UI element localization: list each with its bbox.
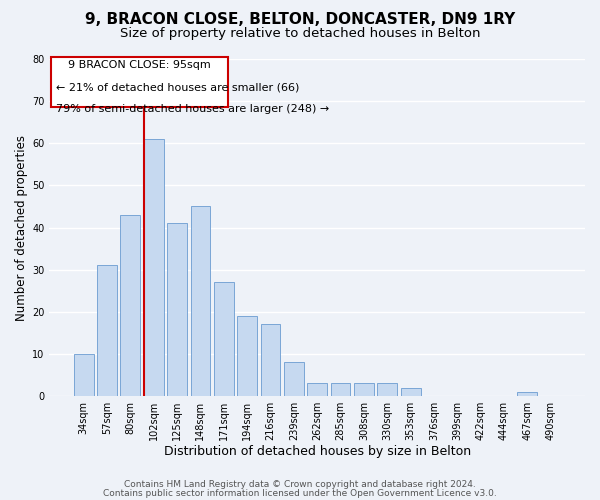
Bar bbox=[97, 266, 117, 396]
Bar bbox=[144, 139, 164, 396]
Text: 79% of semi-detached houses are larger (248) →: 79% of semi-detached houses are larger (… bbox=[56, 104, 329, 114]
Text: ← 21% of detached houses are smaller (66): ← 21% of detached houses are smaller (66… bbox=[56, 82, 299, 92]
Text: 9, BRACON CLOSE, BELTON, DONCASTER, DN9 1RY: 9, BRACON CLOSE, BELTON, DONCASTER, DN9 … bbox=[85, 12, 515, 28]
Bar bbox=[307, 384, 327, 396]
Bar bbox=[260, 324, 280, 396]
Bar bbox=[354, 384, 374, 396]
X-axis label: Distribution of detached houses by size in Belton: Distribution of detached houses by size … bbox=[164, 444, 471, 458]
Text: Contains HM Land Registry data © Crown copyright and database right 2024.: Contains HM Land Registry data © Crown c… bbox=[124, 480, 476, 489]
Bar bbox=[401, 388, 421, 396]
Bar bbox=[214, 282, 234, 396]
Text: 9 BRACON CLOSE: 95sqm: 9 BRACON CLOSE: 95sqm bbox=[68, 60, 211, 70]
Bar bbox=[121, 215, 140, 396]
Bar bbox=[377, 384, 397, 396]
Text: Contains public sector information licensed under the Open Government Licence v3: Contains public sector information licen… bbox=[103, 488, 497, 498]
Bar bbox=[284, 362, 304, 396]
Y-axis label: Number of detached properties: Number of detached properties bbox=[15, 134, 28, 320]
Bar bbox=[331, 384, 350, 396]
FancyBboxPatch shape bbox=[50, 57, 228, 108]
Bar bbox=[191, 206, 211, 396]
Bar bbox=[517, 392, 538, 396]
Bar bbox=[167, 224, 187, 396]
Bar bbox=[74, 354, 94, 396]
Text: Size of property relative to detached houses in Belton: Size of property relative to detached ho… bbox=[120, 28, 480, 40]
Bar bbox=[237, 316, 257, 396]
